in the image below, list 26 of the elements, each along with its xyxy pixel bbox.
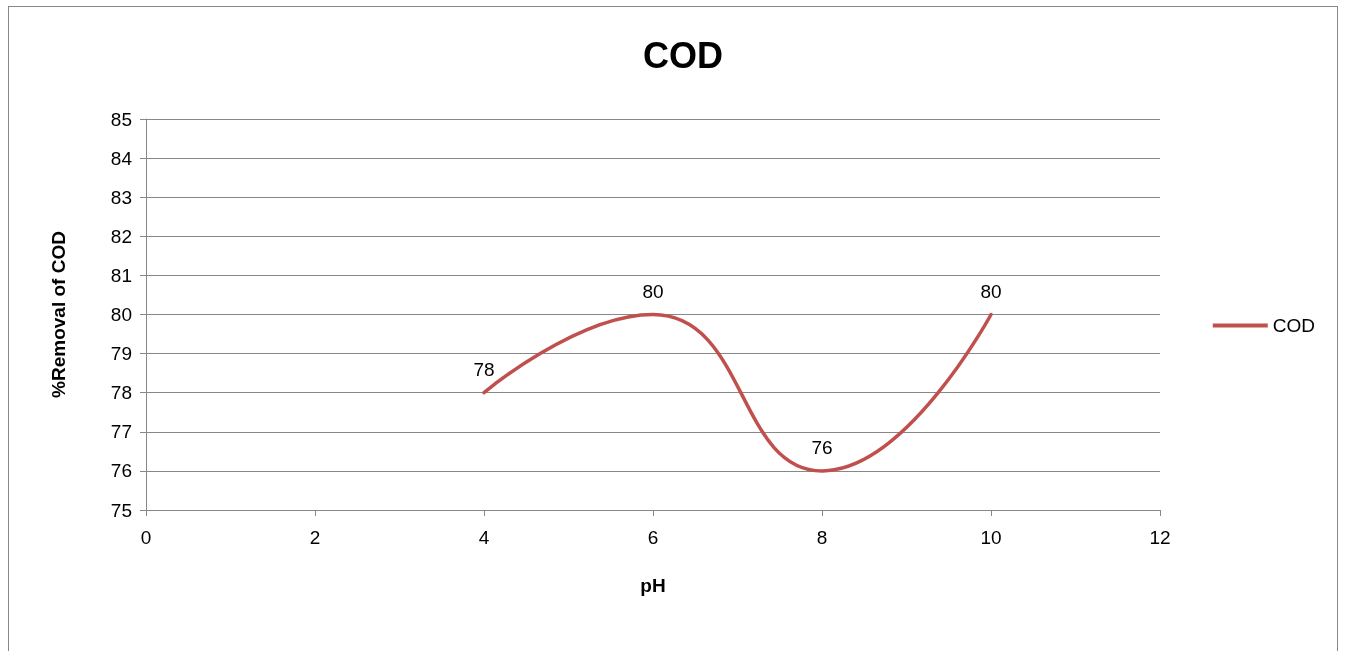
chart-title: COD — [643, 34, 723, 76]
x-tick-label: 0 — [140, 527, 152, 548]
y-tick-label: 79 — [110, 343, 132, 365]
x-tick-label: 10 — [980, 527, 1002, 548]
y-tick-label: 82 — [110, 225, 132, 247]
x-tick-label: 2 — [309, 527, 321, 548]
y-axis-title: %Removal of COD — [48, 231, 69, 398]
y-tick-label: 85 — [110, 108, 132, 130]
y-tick-label: 81 — [110, 264, 132, 286]
y-tick-label: 83 — [110, 186, 132, 208]
y-tick-label: 84 — [110, 147, 133, 169]
x-tick-label: 12 — [1149, 527, 1171, 548]
y-tick-label: 77 — [110, 421, 132, 443]
data-label: 76 — [811, 436, 833, 458]
y-tick-label: 78 — [110, 382, 132, 404]
x-axis-title: pH — [640, 575, 666, 596]
y-tick-label: 75 — [110, 499, 132, 521]
legend-label: COD — [1272, 315, 1316, 336]
y-tick-label: 80 — [110, 304, 132, 325]
x-tick-label: 8 — [816, 527, 828, 548]
data-label: 80 — [980, 280, 1002, 302]
data-label: 78 — [473, 358, 495, 380]
data-label: 80 — [642, 280, 664, 302]
x-tick-label: 6 — [647, 527, 659, 548]
x-tick-label: 4 — [478, 527, 490, 548]
y-tick-label: 76 — [110, 460, 132, 482]
